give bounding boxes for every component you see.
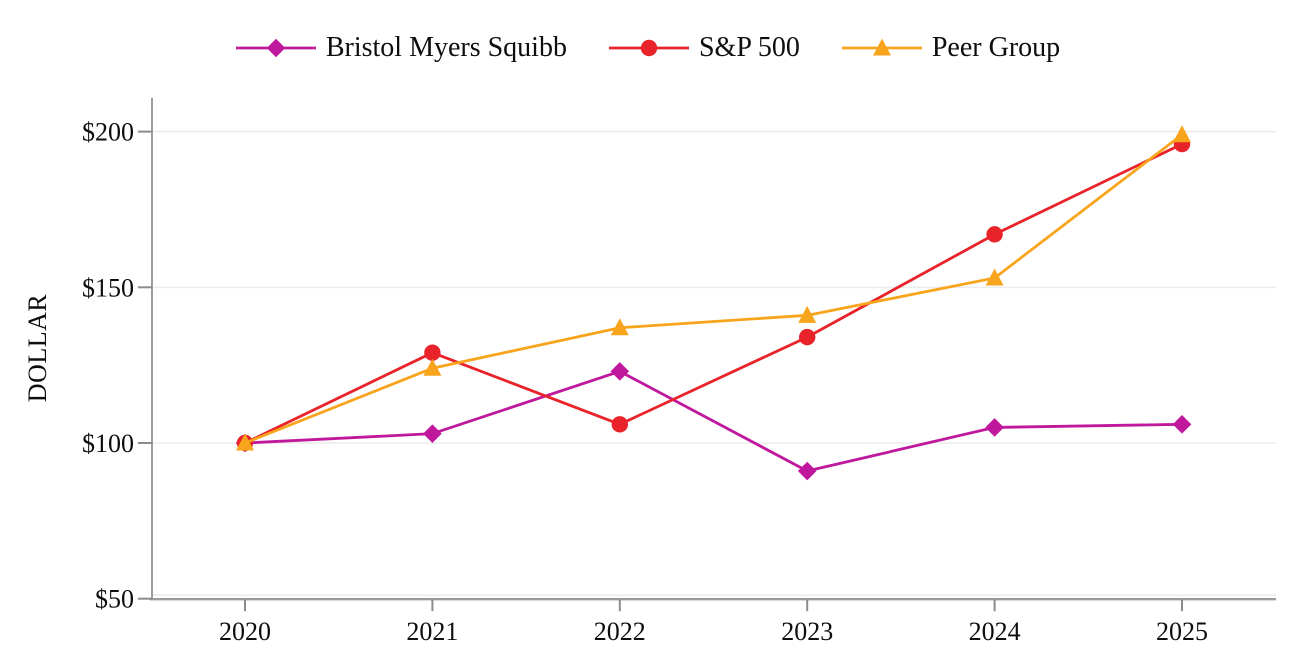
triangle-marker xyxy=(872,38,891,56)
series-peer-group xyxy=(236,125,1191,451)
diamond-swatch-graphic xyxy=(235,38,316,58)
triangle-marker xyxy=(985,268,1004,286)
legend-item-s-p-500: S&P 500 xyxy=(608,32,800,64)
triangle-marker xyxy=(1173,125,1191,143)
circle-marker xyxy=(424,344,441,361)
diamond-marker xyxy=(797,461,817,481)
gridlines xyxy=(152,130,1276,597)
circle-icon xyxy=(608,37,689,59)
triangle-icon xyxy=(841,37,922,59)
circle-marker xyxy=(799,328,816,346)
x-tick-label: 2025 xyxy=(1156,617,1208,646)
x-tick-label: 2022 xyxy=(594,617,646,646)
y-tick-label: $50 xyxy=(95,585,134,614)
x-tick-label: 2023 xyxy=(781,617,833,646)
y-axis-title: DOLLAR xyxy=(23,294,52,403)
triangle-marker xyxy=(423,358,442,376)
circle-swatch-graphic xyxy=(608,39,689,57)
x-tick-label: 2024 xyxy=(969,617,1021,646)
chart-legend: Bristol Myers Squibb S&P 500 Peer Group xyxy=(0,28,1296,68)
triangle-marker xyxy=(610,318,629,336)
diamond-marker xyxy=(423,424,442,443)
y-tick-label: $150 xyxy=(82,273,134,302)
diamond-marker xyxy=(985,418,1004,437)
circle-marker xyxy=(986,226,1003,243)
series-s-p-500 xyxy=(236,135,1191,452)
diamond-marker xyxy=(1172,415,1192,434)
diamond-marker xyxy=(266,38,286,58)
diamond-marker xyxy=(610,362,630,381)
series-line-bristol-myers-squibb xyxy=(244,369,1183,473)
axes: $50 $100 $150 $200 2020 2021 2022 2023 2024 2025 xyxy=(82,98,1276,646)
x-tick-label: 2020 xyxy=(219,617,271,646)
legend-item-peer-group: Peer Group xyxy=(841,32,1061,64)
y-tick-label: $200 xyxy=(82,118,134,147)
x-tick-label: 2021 xyxy=(406,617,458,646)
series-line-peer-group xyxy=(244,133,1183,445)
legend-label: Bristol Myers Squibb xyxy=(325,32,567,63)
series-line-s-p-500 xyxy=(244,142,1183,445)
circle-marker xyxy=(640,39,658,57)
triangle-swatch-graphic xyxy=(841,38,922,56)
triangle-marker xyxy=(798,305,817,323)
legend-label: S&P 500 xyxy=(698,32,800,63)
legend-label: Peer Group xyxy=(931,32,1061,63)
y-tick-label: $100 xyxy=(82,429,134,458)
circle-marker xyxy=(611,416,628,433)
legend-item-bristol-myers-squibb: Bristol Myers Squibb xyxy=(235,32,567,64)
triangle-marker xyxy=(236,433,254,451)
diamond-icon xyxy=(235,37,316,59)
